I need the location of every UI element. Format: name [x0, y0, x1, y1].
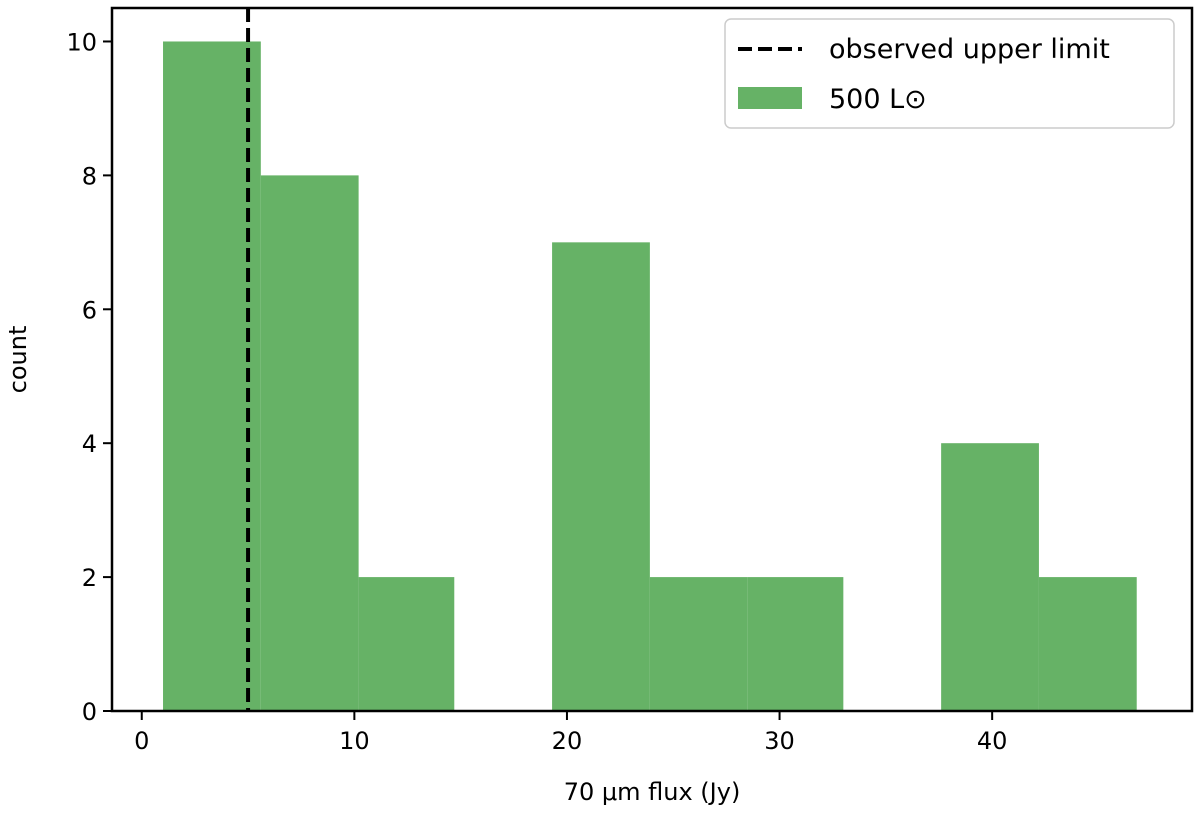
histogram-bar: [1038, 577, 1137, 711]
y-axis-label: count: [4, 326, 32, 394]
legend-box: [724, 18, 1175, 129]
histogram-bars: [163, 41, 1137, 712]
x-tick-label: 20: [552, 727, 583, 755]
x-axis-ticks: 0 10 20 30 40: [134, 711, 1007, 755]
histogram-bar: [260, 175, 359, 711]
histogram-bar: [747, 577, 844, 711]
legend: observed upper limit 500 L⊙: [724, 18, 1175, 129]
legend-luminosity-label: 500 L⊙: [829, 84, 927, 115]
plot-frame: [110, 6, 1194, 713]
y-tick-label: 10: [66, 28, 97, 56]
histogram-bar: [163, 41, 261, 711]
y-tick-label: 6: [82, 296, 97, 324]
histogram-bar: [941, 443, 1039, 711]
x-axis-label: 70 μm flux (Jy): [564, 778, 741, 806]
histogram-bar: [358, 577, 455, 711]
x-tick-label: 0: [134, 727, 149, 755]
y-tick-label: 8: [82, 162, 97, 190]
legend-upper-limit-label: observed upper limit: [829, 34, 1110, 65]
histogram-bar: [552, 242, 650, 712]
histogram-bar: [649, 577, 748, 711]
y-tick-label: 2: [82, 564, 97, 592]
x-tick-label: 40: [977, 727, 1008, 755]
y-tick-label: 4: [82, 430, 97, 458]
y-tick-label: 0: [82, 698, 97, 726]
legend-luminosity-swatch: [738, 87, 802, 109]
x-tick-label: 10: [339, 727, 370, 755]
x-tick-label: 30: [764, 727, 795, 755]
y-axis-ticks: 0 2 4 6 8 10: [66, 28, 112, 726]
